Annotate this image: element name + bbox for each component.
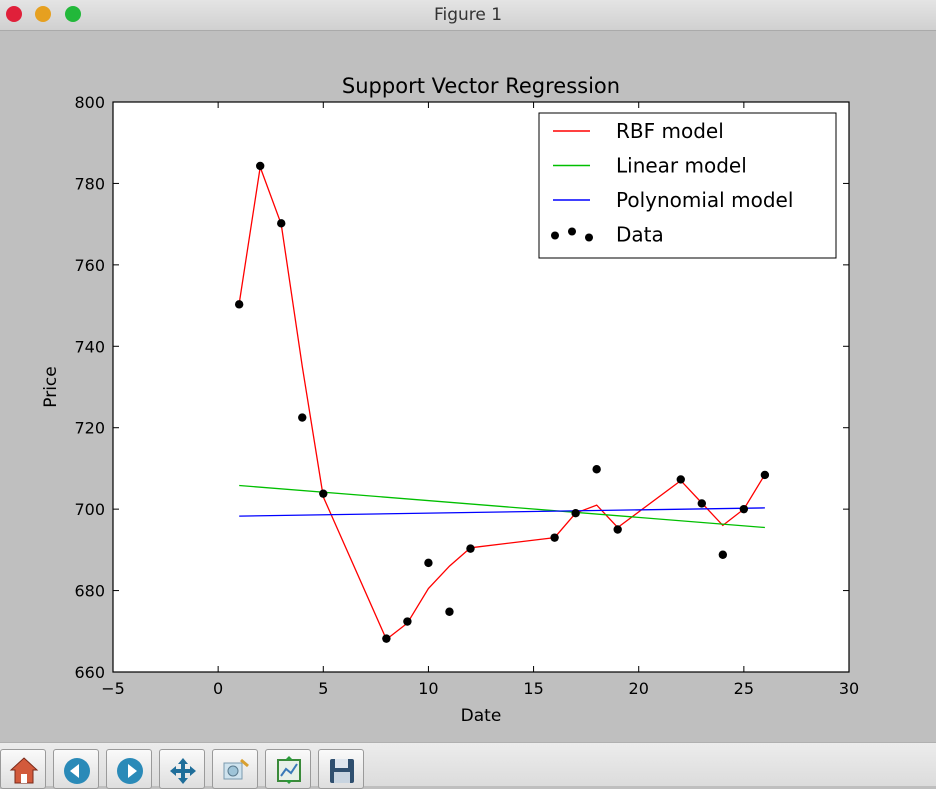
subplots-icon xyxy=(277,756,301,784)
back-button[interactable] xyxy=(53,749,99,789)
data-point xyxy=(697,499,706,508)
x-tick-label: 0 xyxy=(213,679,223,698)
x-tick-label: 30 xyxy=(839,679,859,698)
data-point xyxy=(234,300,244,309)
configure-subplots-button[interactable] xyxy=(265,749,311,789)
pan-button[interactable] xyxy=(159,749,205,789)
y-tick-label: 740 xyxy=(74,337,105,356)
x-axis-label: Date xyxy=(461,706,502,726)
chart-title: Support Vector Regression xyxy=(342,74,620,98)
data-point xyxy=(445,607,454,616)
forward-arrow-icon xyxy=(117,758,143,784)
data-point xyxy=(403,617,412,626)
figure-canvas[interactable]: −5 0 5 10 15 20 25 30 660 680 700 720 740 760 780 800 Su… xyxy=(0,30,936,742)
x-tick-label: 5 xyxy=(318,679,328,698)
navigation-toolbar xyxy=(0,742,936,789)
zoom-rect-icon xyxy=(223,758,249,780)
data-point xyxy=(739,504,749,514)
save-button[interactable] xyxy=(318,749,364,789)
data-point xyxy=(571,509,580,518)
data-point xyxy=(382,634,391,643)
data-point xyxy=(592,465,601,474)
window-titlebar: Figure 1 xyxy=(0,0,936,31)
legend-label-polynomial-model: Polynomial model xyxy=(616,188,793,212)
zoom-window-button[interactable] xyxy=(65,6,81,22)
series-line-polynomial-model xyxy=(239,507,765,517)
legend-swatch-data xyxy=(585,233,593,242)
back-arrow-icon xyxy=(64,758,90,784)
x-tick-label: 15 xyxy=(523,679,543,698)
save-icon xyxy=(330,759,354,783)
data-point xyxy=(550,533,559,542)
x-tick-label: 25 xyxy=(734,679,754,698)
y-tick-label: 680 xyxy=(74,582,105,601)
close-window-button[interactable] xyxy=(6,6,22,22)
data-point xyxy=(760,470,770,480)
home-button[interactable] xyxy=(0,749,46,789)
plot-frame xyxy=(112,101,850,673)
y-axis-label: Price xyxy=(41,366,61,407)
legend-label-linear-model: Linear model xyxy=(616,154,747,178)
data-point xyxy=(277,219,286,228)
data-point xyxy=(466,544,475,553)
legend-label-rbf-model: RBF model xyxy=(616,119,724,143)
x-tick-label: −5 xyxy=(101,679,125,698)
home-icon xyxy=(9,757,39,784)
y-tick-label: 700 xyxy=(74,500,105,519)
move-icon xyxy=(170,758,196,784)
data-point xyxy=(298,413,307,422)
y-tick-label: 660 xyxy=(74,663,105,682)
forward-button[interactable] xyxy=(106,749,152,789)
data-point xyxy=(613,525,622,534)
y-tick-label: 720 xyxy=(74,419,105,438)
data-point xyxy=(256,161,265,171)
x-tick-label: 10 xyxy=(418,679,438,698)
y-tick-label: 760 xyxy=(74,256,105,275)
window-title: Figure 1 xyxy=(433,5,503,25)
y-tick-label: 800 xyxy=(74,93,105,112)
legend-swatch-data xyxy=(551,231,559,240)
data-point xyxy=(718,550,728,559)
x-tick-label: 20 xyxy=(629,679,649,698)
zoom-button[interactable] xyxy=(212,749,258,789)
data-point xyxy=(319,489,328,498)
y-tick-label: 780 xyxy=(74,174,105,193)
minimize-window-button[interactable] xyxy=(35,6,51,22)
legend-swatch-data xyxy=(568,227,576,236)
legend: RBF model Linear model Polynomial model Dat… xyxy=(538,112,837,259)
legend-label-data: Data xyxy=(616,223,664,247)
data-point xyxy=(676,475,685,484)
data-point xyxy=(424,558,433,568)
